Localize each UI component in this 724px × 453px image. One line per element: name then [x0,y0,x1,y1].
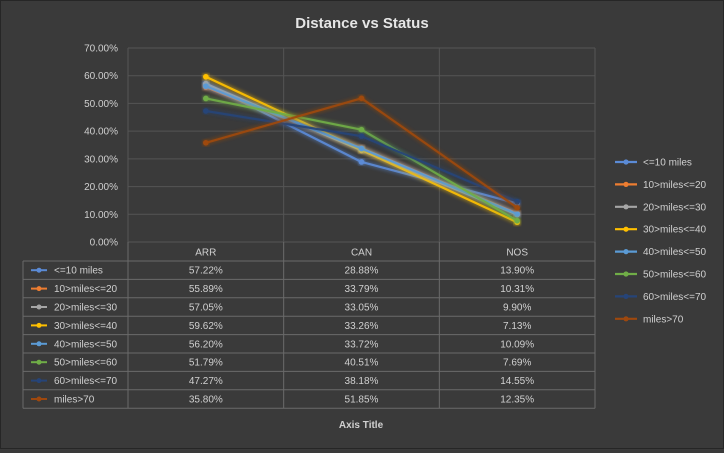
legend: <=10 miles 10>miles<=20 20>miles<=30 30>mil… [615,158,707,325]
table-value-cell: 7.69% [503,358,531,369]
table-legend-key-marker [36,286,42,292]
data-table: ARR CAN NOS <=10 miles 57.22% 28.88% 13.90% 10>… [22,242,596,409]
data-point [514,211,520,217]
data-point [203,108,209,114]
table-series-name: 30>miles<=40 [54,321,118,332]
table-value-cell: 51.79% [189,358,223,369]
table-value-cell: 47.27% [189,376,223,387]
gridlines [127,47,596,243]
data-point [203,83,209,90]
table-legend-key-marker [36,322,42,328]
data-point [514,204,520,211]
table-series-name: 50>miles<=60 [54,358,118,369]
table-value-cell: 33.72% [345,339,379,350]
y-tick-label: 50.00% [84,99,118,110]
table-header-cell: CAN [351,248,372,259]
y-tick-label: 40.00% [84,127,118,138]
table-value-cell: 56.20% [189,339,223,350]
legend-key-marker [623,249,629,255]
legend-key-marker [623,226,629,232]
data-point [514,217,520,224]
table-value-cell: 12.35% [500,395,534,406]
legend-entry: 60>miles<=70 [643,292,707,303]
table-value-cell: 57.05% [189,303,223,314]
table-value-cell: 14.55% [500,376,534,387]
table-series-name: <=10 miles [54,266,103,277]
data-point [203,95,209,102]
table-legend-key-marker [36,341,42,347]
table-value-cell: 55.89% [189,284,223,295]
legend-key-marker [623,204,629,210]
table-value-cell: 51.85% [345,395,379,406]
legend-key-marker [623,271,629,277]
legend-entry: miles>70 [643,314,684,325]
y-tick-label: 30.00% [84,154,118,165]
data-point [358,133,365,139]
table-value-cell: 38.18% [345,376,379,387]
legend-key-marker [623,316,629,322]
table-series-name: 20>miles<=30 [54,303,118,314]
data-point [358,159,365,165]
legend-entry: 10>miles<=20 [643,180,707,191]
legend-entry: <=10 miles [643,158,692,169]
table-value-cell: 13.90% [500,266,534,277]
data-point [514,198,520,205]
y-tick-label: 20.00% [84,182,118,193]
table-legend-key-marker [36,378,42,384]
y-axis-ticks: 0.00% 10.00% 20.00% 30.00% 40.00% 50.00% 60.00… [84,44,118,249]
legend-entry: 50>miles<=60 [643,270,707,281]
table-header-cell: ARR [195,248,216,259]
legend-key-marker [623,159,629,165]
table-value-cell: 33.05% [345,303,379,314]
data-point [358,95,365,102]
legend-entry: 40>miles<=50 [643,247,707,258]
series-lines [203,73,520,226]
table-value-cell: 59.62% [189,321,223,332]
table-value-cell: 10.09% [500,339,534,350]
table-value-cell: 28.88% [345,266,379,277]
x-axis-title: Axis Title [339,420,384,431]
table-legend-key-marker [36,359,42,365]
legend-entry: 20>miles<=30 [643,202,707,213]
y-tick-label: 70.00% [84,44,118,55]
table-value-cell: 9.90% [503,303,531,314]
table-series-name: 40>miles<=50 [54,339,118,350]
legend-entry: 30>miles<=40 [643,225,707,236]
data-point [358,126,365,133]
y-tick-label: 0.00% [90,238,118,249]
data-point [203,73,209,80]
table-legend-key-marker [36,267,42,273]
table-header-cell: NOS [506,248,528,259]
table-value-cell: 10.31% [500,284,534,295]
chart-title: Distance vs Status [295,15,428,32]
table-series-name: 10>miles<=20 [54,284,118,295]
table-value-cell: 35.80% [189,395,223,406]
table-value-cell: 33.79% [345,284,379,295]
table-series-name: 60>miles<=70 [54,376,118,387]
table-value-cell: 7.13% [503,321,531,332]
series-line [205,109,518,203]
legend-key-marker [623,293,629,299]
legend-key-marker [623,181,629,187]
table-value-cell: 40.51% [345,358,379,369]
data-point [203,139,209,146]
table-legend-key-marker [36,304,42,310]
table-legend-key-marker [36,396,42,402]
table-value-cell: 33.26% [345,321,379,332]
data-point [358,145,365,152]
y-tick-label: 10.00% [84,210,118,221]
series-line [205,82,518,205]
table-value-cell: 57.22% [189,266,223,277]
table-series-name: miles>70 [54,395,95,406]
y-tick-label: 60.00% [84,71,118,82]
